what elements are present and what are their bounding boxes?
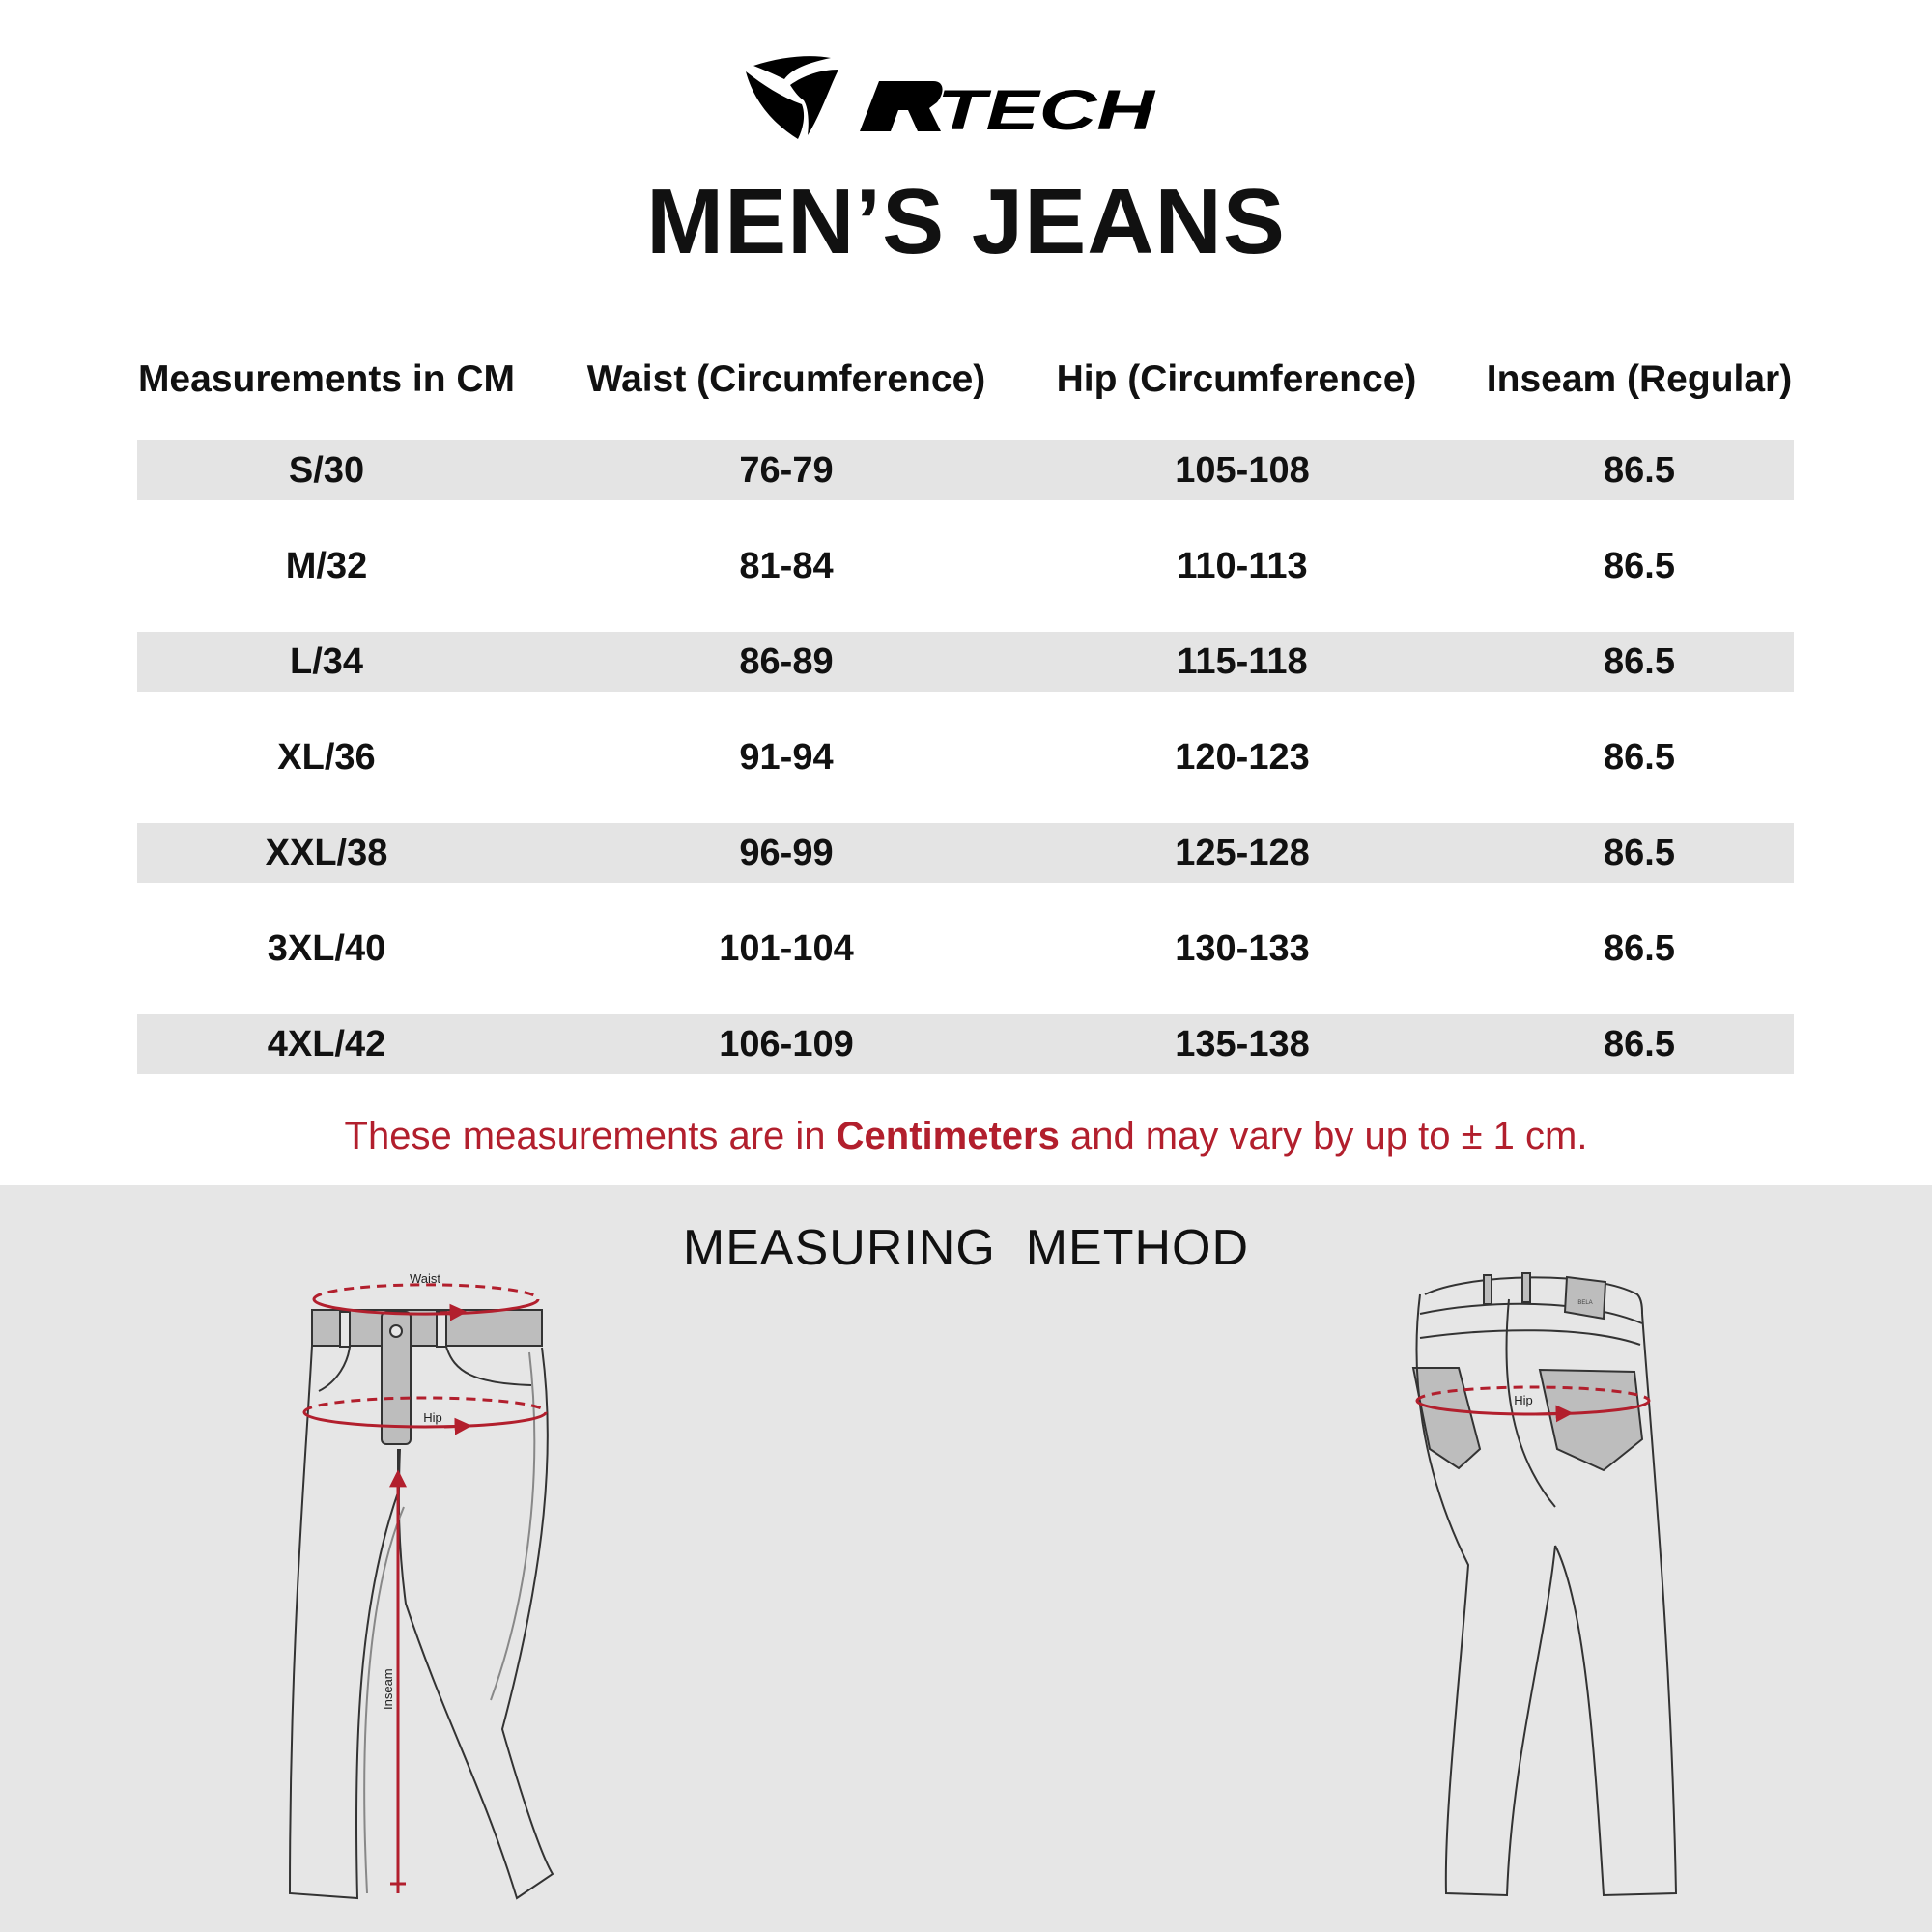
inseam-cell: 86.5 (1604, 1024, 1675, 1065)
inseam-cell: 86.5 (1604, 450, 1675, 491)
inseam-cell: 86.5 (1604, 928, 1675, 969)
waist-label: Waist (410, 1271, 440, 1286)
measurement-note: These measurements are in Centimeters an… (0, 1111, 1932, 1161)
table-row: 4XL/42 106-109 135-138 86.5 (137, 1014, 1794, 1074)
size-cell: 3XL/40 (267, 928, 386, 969)
header-waist: Waist (Circumference) (586, 358, 986, 400)
hip-cell: 130-133 (1175, 928, 1310, 969)
hip-cell: 105-108 (1175, 450, 1310, 491)
logo-wordmark: TECH (937, 79, 1156, 142)
inseam-label: Inseam (381, 1668, 395, 1710)
waist-cell: 81-84 (739, 546, 834, 586)
back-pants-illustration (1411, 1272, 1678, 1897)
front-pants-illustration (288, 1309, 554, 1900)
inseam-cell: 86.5 (1604, 833, 1675, 873)
note-text-end: and may vary by up to ± 1 cm. (1059, 1115, 1588, 1157)
note-unit: Centimeters (836, 1115, 1060, 1157)
inseam-cell: 86.5 (1604, 546, 1675, 586)
hip-measure-marker (302, 1396, 548, 1435)
header-hip: Hip (Circumference) (1056, 358, 1417, 400)
size-cell: XL/36 (277, 737, 376, 778)
inseam-cell: 86.5 (1604, 737, 1675, 778)
rtech-logo: TECH (744, 46, 1161, 145)
hip-cell: 110-113 (1177, 546, 1308, 586)
waist-measure-marker (312, 1283, 540, 1321)
waist-cell: 96-99 (739, 833, 834, 873)
size-cell: XXL/38 (265, 833, 388, 873)
measuring-method-title: MEASURING METHOD (682, 1220, 1250, 1276)
brand-tag: BELA (1577, 1300, 1592, 1306)
table-row: S/30 76-79 105-108 86.5 (137, 440, 1794, 500)
waist-cell: 86-89 (739, 641, 834, 682)
page-title: MEN’S JEANS (646, 170, 1286, 273)
table-row: XXL/38 96-99 125-128 86.5 (137, 823, 1794, 883)
header-inseam: Inseam (Regular) (1486, 358, 1793, 400)
hip-label: Hip (423, 1410, 442, 1425)
table-row: M/32 81-84 110-113 86.5 (137, 536, 1794, 596)
inseam-cell: 86.5 (1604, 641, 1675, 682)
table-row: XL/36 91-94 120-123 86.5 (137, 727, 1794, 787)
table-row: L/34 86-89 115-118 86.5 (137, 632, 1794, 692)
size-cell: 4XL/42 (267, 1024, 386, 1065)
size-cell: S/30 (288, 450, 365, 491)
inseam-measure-marker (389, 1469, 407, 1893)
hip-cell: 120-123 (1175, 737, 1310, 778)
size-cell: M/32 (285, 546, 368, 586)
hip-cell: 135-138 (1175, 1024, 1310, 1065)
back-hip-label: Hip (1514, 1393, 1533, 1407)
size-cell: L/34 (289, 641, 364, 682)
back-hip-measure-marker (1415, 1385, 1651, 1423)
note-text: These measurements are in (344, 1115, 837, 1157)
waist-cell: 91-94 (739, 737, 834, 778)
waist-cell: 106-109 (719, 1024, 854, 1065)
hip-cell: 125-128 (1175, 833, 1310, 873)
table-row: 3XL/40 101-104 130-133 86.5 (137, 919, 1794, 979)
hip-cell: 115-118 (1177, 641, 1308, 682)
waist-cell: 101-104 (719, 928, 854, 969)
header-measurements: Measurements in CM (137, 358, 516, 400)
waist-cell: 76-79 (739, 450, 834, 491)
